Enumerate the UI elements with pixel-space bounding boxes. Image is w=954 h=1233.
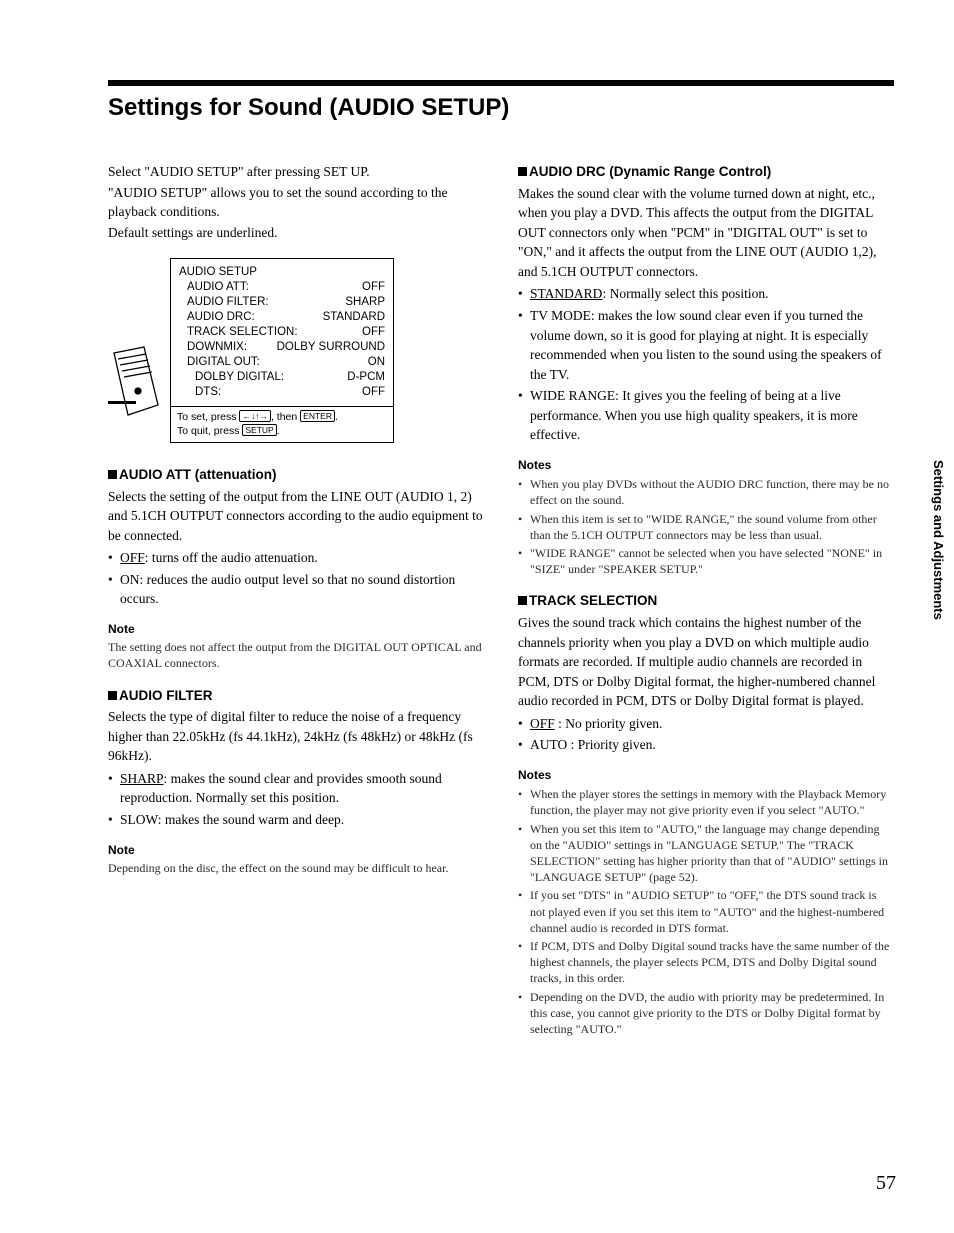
page-title: Settings for Sound (AUDIO SETUP) [108, 94, 894, 122]
osd-title: AUDIO SETUP [179, 265, 257, 280]
osd-row-value: OFF [362, 325, 385, 340]
osd-row-value: STANDARD [323, 310, 385, 325]
note-text: Depending on the disc, the effect on the… [108, 860, 484, 876]
arrow-keys-icon: ←↓↑→ [239, 410, 271, 423]
list-item: SLOW: makes the sound warm and deep. [108, 810, 484, 830]
list-item: OFF: turns off the audio attenuation. [108, 548, 484, 568]
list-item: "WIDE RANGE" cannot be selected when you… [518, 545, 894, 577]
list-item: WIDE RANGE: It gives you the feeling of … [518, 386, 894, 445]
list-item: When you set this item to "AUTO," the la… [518, 821, 894, 886]
osd-row-label: DOWNMIX: [179, 340, 247, 355]
right-column: AUDIO DRC (Dynamic Range Control) Makes … [518, 162, 894, 1039]
list-item: TV MODE: makes the low sound clear even … [518, 306, 894, 384]
osd-row-label: DOLBY DIGITAL: [179, 370, 284, 385]
list-item: OFF : No priority given. [518, 714, 894, 734]
list-item: When you play DVDs without the AUDIO DRC… [518, 476, 894, 508]
enter-key-icon: ENTER [300, 410, 335, 423]
osd-row-value: DOLBY SURROUND [277, 340, 385, 355]
note-heading: Note [108, 842, 484, 859]
section-heading-audio-filter: AUDIO FILTER [108, 686, 484, 706]
note-text: The setting does not affect the output f… [108, 639, 484, 671]
list-item: When this item is set to "WIDE RANGE," t… [518, 511, 894, 543]
intro-line-1: Select "AUDIO SETUP" after pressing SET … [108, 162, 484, 182]
osd-row-label: TRACK SELECTION: [179, 325, 298, 340]
audio-drc-desc: Makes the sound clear with the volume tu… [518, 184, 894, 282]
setup-key-icon: SETUP [242, 424, 276, 437]
note-heading: Note [108, 621, 484, 638]
list-item: When the player stores the settings in m… [518, 786, 894, 818]
list-item: If you set "DTS" in "AUDIO SETUP" to "OF… [518, 887, 894, 936]
intro-text: Select "AUDIO SETUP" after pressing SET … [108, 162, 484, 242]
osd-row-value: ON [368, 355, 385, 370]
osd-row-value: D-PCM [347, 370, 385, 385]
page-number: 57 [876, 1172, 896, 1195]
intro-line-3: Default settings are underlined. [108, 223, 484, 243]
left-column: Select "AUDIO SETUP" after pressing SET … [108, 162, 484, 1039]
section-heading-audio-drc: AUDIO DRC (Dynamic Range Control) [518, 162, 894, 182]
audio-att-desc: Selects the setting of the output from t… [108, 487, 484, 546]
side-tab-label: Settings and Adjustments [931, 460, 946, 620]
list-item: SHARP: makes the sound clear and provide… [108, 769, 484, 808]
audio-filter-desc: Selects the type of digital filter to re… [108, 707, 484, 766]
osd-row-value: SHARP [345, 295, 385, 310]
osd-foot-text: , then [271, 411, 300, 423]
track-selection-desc: Gives the sound track which contains the… [518, 613, 894, 711]
osd-row-label: DIGITAL OUT: [179, 355, 260, 370]
osd-row-label: AUDIO FILTER: [179, 295, 269, 310]
osd-screen: AUDIO SETUP AUDIO ATT: OFF AUDIO FILTER: S… [170, 258, 394, 443]
notes-heading: Notes [518, 457, 894, 474]
osd-foot-text: To quit, press [177, 425, 242, 437]
osd-row-label: AUDIO DRC: [179, 310, 255, 325]
osd-row-value: OFF [362, 385, 385, 400]
list-item: If PCM, DTS and Dolby Digital sound trac… [518, 938, 894, 987]
osd-foot-text: To set, press [177, 411, 239, 423]
notes-heading: Notes [518, 767, 894, 784]
section-heading-audio-att: AUDIO ATT (attenuation) [108, 465, 484, 485]
osd-row-label: DTS: [179, 385, 221, 400]
osd-row-value: OFF [362, 280, 385, 295]
remote-icon [108, 345, 164, 423]
list-item: AUTO : Priority given. [518, 735, 894, 755]
osd-footer: To set, press ←↓↑→, then ENTER. To quit,… [171, 406, 393, 442]
list-item: Depending on the DVD, the audio with pri… [518, 989, 894, 1038]
list-item: STANDARD: Normally select this position. [518, 284, 894, 304]
intro-line-2: "AUDIO SETUP" allows you to set the soun… [108, 183, 484, 222]
osd-row-label: AUDIO ATT: [179, 280, 249, 295]
section-heading-track-selection: TRACK SELECTION [518, 591, 894, 611]
list-item: ON: reduces the audio output level so th… [108, 570, 484, 609]
